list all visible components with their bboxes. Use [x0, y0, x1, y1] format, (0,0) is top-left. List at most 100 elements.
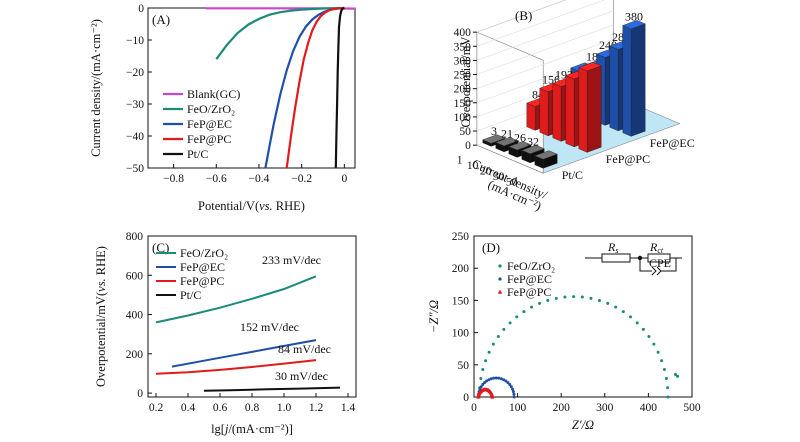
- panel-b-bar-front: [622, 25, 632, 137]
- panel-c-tafel-annotation: 233 mV/dec: [262, 253, 321, 267]
- panel-a-series-line: [334, 7, 345, 169]
- panel-a-xtick-label: −0.2: [291, 173, 312, 185]
- panel-d-ytick-label: 100: [452, 328, 470, 340]
- panel-a-series-line: [285, 6, 345, 169]
- panel-b-bar-front: [552, 82, 562, 142]
- circuit-resistor-rs: [601, 253, 631, 263]
- panel-d-ylabel: −Z″/Ω: [427, 300, 441, 333]
- panel-b-bar-side: [586, 65, 602, 153]
- panel-d-legend-label: FeP@PC: [507, 285, 551, 299]
- panel-d-data-point: [491, 342, 495, 346]
- panel-b-bar-value: 26: [514, 131, 526, 145]
- panel-d-xtick-label: 500: [683, 402, 701, 414]
- panel-b-zgrid: [476, 52, 614, 104]
- panel-d-data-point: [499, 377, 503, 381]
- panel-d-legend-marker: [498, 264, 502, 268]
- panel-b-ztick-label: 300: [454, 55, 472, 67]
- circuit-wire: [639, 258, 652, 272]
- panel-d-data-point: [506, 381, 510, 385]
- panel-b-bar-top: [578, 62, 602, 72]
- panel-b-bar-top: [482, 134, 506, 144]
- panel-c-series-line: [155, 275, 317, 324]
- panel-c-series-line: [203, 386, 341, 392]
- panel-b-category-label: 20: [480, 166, 492, 178]
- panel-a-xlabel: Potential/V(vs. RHE): [198, 199, 305, 213]
- panel-b-category-label: 1: [457, 155, 463, 167]
- panel-b-bar-value: 380: [625, 10, 643, 24]
- panel-b-category-label: 30: [493, 171, 505, 183]
- panel-b-series-label: FeP@PC: [606, 152, 650, 166]
- panel-d-legend-label: FeP@EC: [507, 272, 552, 286]
- panel-d-xtick-label: 100: [509, 402, 527, 414]
- panel-b-zgrid: [476, 24, 614, 75]
- panel-a-frame: [147, 7, 356, 169]
- panel-b-category-label: 50: [506, 177, 518, 189]
- panel-d-data-point: [554, 296, 558, 300]
- panel-d-data-point: [621, 310, 625, 314]
- panel-a-ytick-label: −30: [126, 99, 144, 111]
- panel-c-ytick-label: 200: [126, 349, 144, 361]
- panel-c-xtick-label: 0.4: [181, 402, 196, 414]
- panel-d-data-point: [484, 359, 488, 363]
- panel-d-xtick-label: 300: [596, 402, 614, 414]
- panel-b-ztick-label: 200: [454, 84, 472, 96]
- panel-a-ylabel: Current density/(mA·cm⁻²): [89, 19, 103, 157]
- panel-d-data-point: [479, 385, 483, 389]
- panel-c-ytick-label: 600: [126, 270, 144, 282]
- panel-c-series-line: [155, 359, 317, 375]
- panel-d-data-point: [673, 372, 677, 376]
- panel-d-label: (D): [482, 240, 500, 255]
- panel-d-data-point: [509, 385, 513, 389]
- panel-b-ztick-label: 400: [454, 27, 472, 39]
- panel-d-data-point: [563, 295, 567, 299]
- panel-d-ytick-label: 50: [458, 360, 470, 372]
- panel-a-ytick-label: −50: [126, 163, 144, 175]
- panel-d-data-point: [483, 381, 487, 385]
- panel-d-data-point: [664, 377, 668, 381]
- panel-d-data-point: [522, 310, 526, 314]
- panel-b-bar-front: [526, 102, 536, 131]
- panel-a: −0.8 −0.6 −0.4 −0.2 0 0 −10 −20 −30 −40 −50 (A) Blan…: [89, 3, 356, 213]
- panel-d-data-point: [530, 305, 534, 309]
- panel-d-data-point: [479, 377, 483, 381]
- panel-d-data-point: [656, 350, 660, 354]
- panel-c-ytick-label: 400: [126, 310, 144, 322]
- panel-d-data-point: [597, 298, 601, 302]
- panel-d-xtick-label: 200: [553, 402, 571, 414]
- panel-d-data-point: [629, 315, 633, 319]
- panel-c-label: (C): [152, 240, 169, 255]
- panel-c-legend-label: FeP@EC: [180, 260, 225, 274]
- panel-c-tafel-annotation: 152 mV/dec: [240, 320, 299, 334]
- panel-c-xtick-label: 1.4: [341, 402, 356, 414]
- panel-c-xlabel: lg[j/(mA·cm⁻²)]: [211, 422, 293, 436]
- panel-d: 0 100 200 300 400 500 0 50 100 150 200 250 (D) FeO/Zr…: [427, 231, 701, 432]
- panel-a-ytick-label: −40: [126, 131, 144, 143]
- panel-d-data-point: [485, 379, 489, 383]
- panel-a-xtick-label: −0.8: [163, 173, 184, 185]
- panel-b-bar-value: 21: [501, 127, 513, 141]
- panel-a-series-line: [264, 6, 345, 169]
- panel-b-bar-top: [534, 150, 558, 160]
- panel-c-legend-label: Pt/C: [180, 288, 201, 302]
- panel-a-label: (A): [152, 12, 170, 27]
- panel-d-data-point: [508, 383, 512, 387]
- circuit-label-rs: Rs: [607, 240, 618, 255]
- circuit-label-cpe: CPE: [649, 256, 671, 270]
- panel-d-ytick-label: 200: [452, 263, 470, 275]
- panel-d-legend-marker: [498, 277, 502, 281]
- panel-d-data-point: [614, 305, 618, 309]
- panel-d-data-point: [662, 368, 666, 372]
- panel-d-data-point: [489, 377, 493, 381]
- panel-b-bar-front: [578, 67, 588, 153]
- panel-d-data-point: [490, 394, 495, 399]
- panel-a-legend-label: Blank(GC): [187, 87, 240, 101]
- panel-d-data-point: [546, 298, 550, 302]
- panel-d-data-point: [538, 301, 542, 305]
- panel-d-legend-label: FeO/ZrO₂: [507, 259, 555, 273]
- panel-b-ztick-label: 0: [465, 140, 471, 152]
- circuit-label-rct: Rct: [649, 240, 664, 255]
- panel-d-data-point: [494, 376, 498, 380]
- panel-d-data-point: [641, 327, 645, 331]
- panel-b-category-label: 10: [467, 160, 479, 172]
